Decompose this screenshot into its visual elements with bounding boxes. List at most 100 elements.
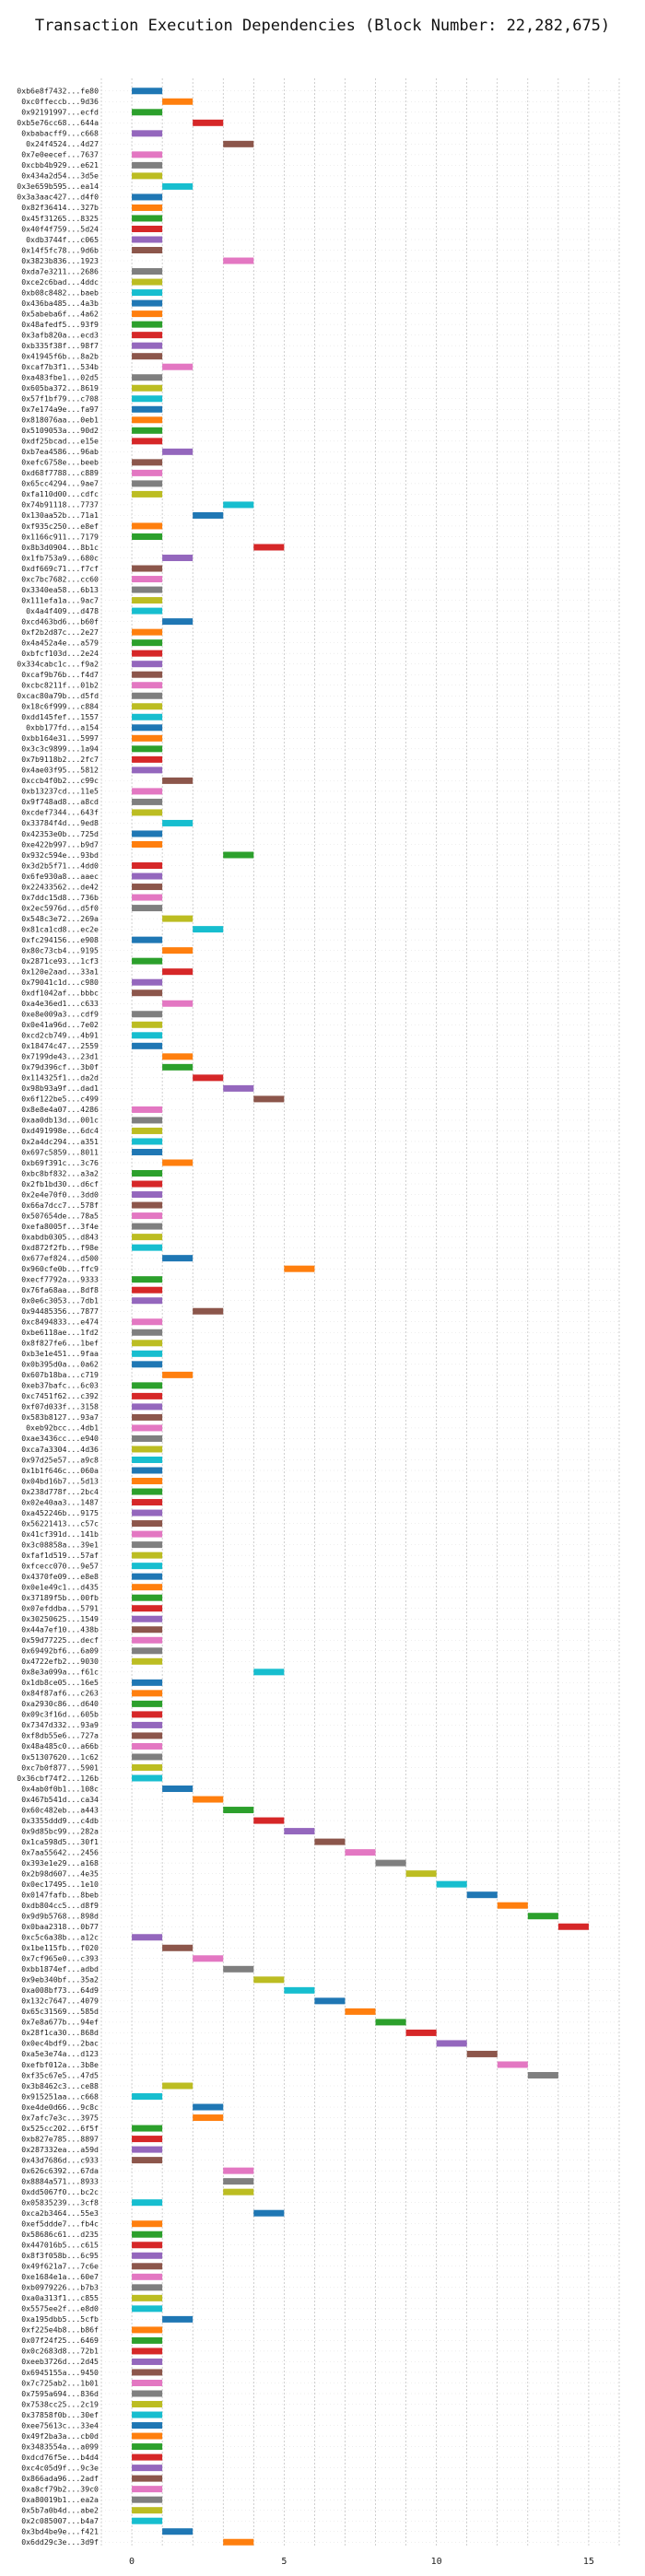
y-tick-label: 0x114325f1...da2d — [21, 1073, 99, 1083]
execution-bar — [132, 671, 163, 678]
execution-bar — [132, 2348, 163, 2355]
y-tick-label: 0x7595a694...836d — [21, 2389, 99, 2398]
execution-bar — [132, 607, 163, 615]
execution-bar — [132, 289, 163, 297]
execution-bar — [132, 459, 163, 466]
execution-bar — [132, 798, 163, 805]
y-tick-label: 0xdcd76f5e...b4d4 — [21, 2453, 99, 2462]
execution-bar — [132, 1170, 163, 1177]
x-tick-label: 10 — [431, 2557, 442, 2567]
execution-bar — [132, 438, 163, 445]
y-tick-label: 0xcaf7b3f1...534b — [21, 362, 99, 371]
execution-bar — [162, 1159, 194, 1166]
y-tick-label: 0x8f827fe6...1bef — [21, 1339, 99, 1348]
y-tick-label: 0x02e40aa3...1487 — [21, 1497, 99, 1506]
execution-bar — [132, 1763, 163, 1771]
y-tick-label: 0x5575ee2f...e8d0 — [21, 2304, 99, 2313]
y-tick-label: 0xdb3744f...c065 — [26, 235, 99, 244]
y-tick-label: 0x0e1e49c1...d435 — [21, 1582, 99, 1591]
x-tick-labels: 0 5 10 15 — [129, 2557, 594, 2567]
y-tick-label: 0x37189f5b...00fb — [21, 1593, 99, 1602]
execution-bar — [132, 1520, 163, 1528]
execution-bar — [132, 639, 163, 647]
execution-bar — [132, 1541, 163, 1549]
y-tick-label: 0xa483fbe1...02d5 — [21, 373, 99, 382]
execution-bar — [162, 1053, 194, 1060]
execution-bar — [132, 1329, 163, 1336]
y-tick-label: 0x59d77225...decf — [21, 1635, 99, 1645]
y-tick-label: 0x79d396cf...3b0f — [21, 1062, 99, 1071]
y-tick-label: 0x7538cc25...2c19 — [21, 2399, 99, 2408]
y-tick-label: 0x7e8a677b...94ef — [21, 2018, 99, 2027]
y-tick-label: 0x393e1e29...a168 — [21, 1858, 99, 1868]
execution-bar — [132, 2411, 163, 2418]
execution-bar — [132, 247, 163, 254]
execution-bar — [132, 2379, 163, 2386]
execution-bar — [132, 2199, 163, 2207]
y-tick-label: 0x7e0eecef...7637 — [21, 150, 99, 159]
execution-bar — [132, 1148, 163, 1155]
execution-bar — [162, 363, 194, 370]
execution-bar — [132, 809, 163, 816]
y-tick-label: 0xca2b3464...55e3 — [21, 2208, 99, 2218]
y-tick-label: 0x0baa2318...0b77 — [21, 1922, 99, 1931]
y-tick-label: 0x7e174a9e...fa97 — [21, 404, 99, 414]
execution-bar — [132, 405, 163, 413]
y-tick-label: 0xbc8bf832...a3a2 — [21, 1168, 99, 1177]
y-tick-label: 0x41945f6b...8a2b — [21, 351, 99, 360]
execution-bar — [132, 1223, 163, 1230]
y-tick-label: 0x48afedf5...93f9 — [21, 320, 99, 329]
execution-bar — [132, 2284, 163, 2291]
y-tick-label: 0xfc294156...e908 — [21, 935, 99, 944]
y-tick-label: 0xc8494833...e474 — [21, 1317, 99, 1327]
y-tick-label: 0x60c482eb...a443 — [21, 1805, 99, 1814]
execution-bar — [132, 1530, 163, 1538]
y-tick-label: 0x4ab0f0b1...108c — [21, 1784, 99, 1793]
execution-bar — [132, 1721, 163, 1728]
execution-bar — [132, 2390, 163, 2397]
execution-bar — [436, 1880, 467, 1888]
y-tick-label: 0xdd5067f0...bc2c — [21, 2187, 99, 2196]
y-tick-label: 0x0147fafb...8beb — [21, 1890, 99, 1899]
y-tick-label: 0xcac80a79b...d5fd — [17, 691, 99, 700]
execution-bar — [132, 862, 163, 870]
execution-bar — [253, 544, 285, 551]
execution-bar — [162, 777, 194, 784]
execution-bar — [132, 1499, 163, 1506]
y-tick-label: 0xefbf012a...3b8e — [21, 2060, 99, 2069]
y-tick-label: 0x120e2aad...33a1 — [21, 966, 99, 976]
y-tick-label: 0x3e659b595...ea14 — [17, 181, 99, 191]
y-tick-label: 0x37858f0b...30ef — [21, 2410, 99, 2419]
execution-bar — [253, 1817, 285, 1824]
execution-bar — [132, 1286, 163, 1294]
y-tick-label: 0x0ec4bdf9...2bac — [21, 2039, 99, 2048]
y-tick-label: 0x132c7647...4079 — [21, 1996, 99, 2006]
execution-bar — [132, 1180, 163, 1188]
execution-bar — [132, 905, 163, 912]
execution-bar — [162, 947, 194, 954]
y-tick-label: 0x607b18ba...c719 — [21, 1370, 99, 1379]
execution-bar — [223, 1084, 254, 1092]
y-tick-label: 0xa452246b...9175 — [21, 1508, 99, 1517]
y-tick-label: 0x41cf391d...141b — [21, 1529, 99, 1539]
execution-bar — [132, 2443, 163, 2451]
execution-bar — [405, 2029, 437, 2036]
execution-bar — [132, 469, 163, 476]
x-tick-label: 5 — [281, 2557, 287, 2567]
y-tick-label: 0x5abeba6f...4a62 — [21, 309, 99, 318]
execution-bar — [132, 299, 163, 307]
execution-bar — [132, 1042, 163, 1049]
y-tick-label: 0x2e4e70f0...3dd0 — [21, 1189, 99, 1199]
y-tick-label: 0x697c5859...8011 — [21, 1147, 99, 1156]
y-tick-label: 0x45f31265...8325 — [21, 214, 99, 223]
execution-bar — [132, 490, 163, 498]
y-tick-label: 0x8e8e4a07...4286 — [21, 1105, 99, 1114]
execution-bar — [132, 1615, 163, 1622]
execution-bar — [132, 1350, 163, 1357]
y-tick-label: 0xb69f391c...3c76 — [21, 1158, 99, 1167]
execution-bar — [162, 819, 194, 826]
y-tick-label: 0xc7b0f877...5901 — [21, 1762, 99, 1772]
execution-bar — [193, 1796, 224, 1803]
y-tick-label: 0xcdef7344...643f — [21, 808, 99, 817]
y-tick-label: 0x818076aa...0eb1 — [21, 416, 99, 425]
